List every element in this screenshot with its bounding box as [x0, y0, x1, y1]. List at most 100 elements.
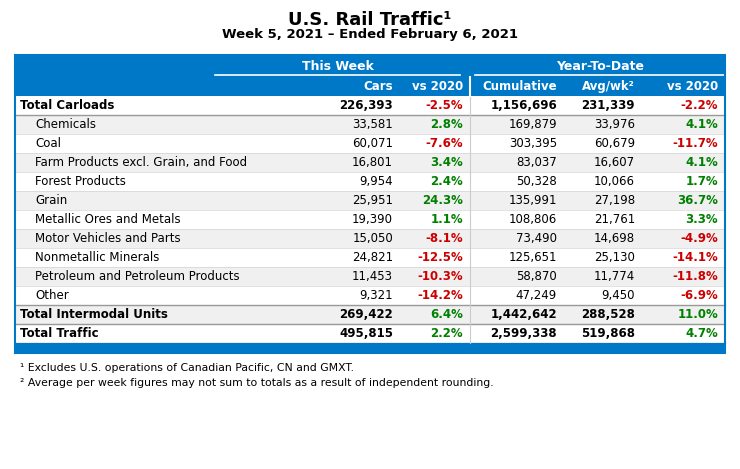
Text: 1.7%: 1.7%	[685, 175, 718, 188]
Text: 288,528: 288,528	[581, 308, 635, 321]
Text: 269,422: 269,422	[339, 308, 393, 321]
Bar	[15, 153, 725, 172]
Bar	[15, 305, 725, 324]
Text: 11.0%: 11.0%	[677, 308, 718, 321]
Bar	[15, 191, 725, 210]
Text: -14.1%: -14.1%	[672, 251, 718, 264]
Text: 33,976: 33,976	[594, 118, 635, 131]
Text: Avg/wk²: Avg/wk²	[582, 80, 635, 93]
Text: 4.1%: 4.1%	[685, 156, 718, 169]
Text: -4.9%: -4.9%	[680, 232, 718, 245]
Text: 47,249: 47,249	[516, 289, 557, 302]
Text: Year-To-Date: Year-To-Date	[556, 60, 644, 73]
Bar	[15, 210, 725, 229]
Text: Other: Other	[35, 289, 69, 302]
Text: 58,870: 58,870	[517, 270, 557, 283]
Text: 519,868: 519,868	[581, 327, 635, 340]
Text: 16,607: 16,607	[594, 156, 635, 169]
Text: 10,066: 10,066	[594, 175, 635, 188]
Bar	[15, 324, 725, 343]
Text: 24,821: 24,821	[352, 251, 393, 264]
Text: 495,815: 495,815	[339, 327, 393, 340]
Bar	[15, 77, 725, 96]
Bar	[15, 229, 725, 248]
Text: 27,198: 27,198	[594, 194, 635, 207]
Text: 60,679: 60,679	[594, 137, 635, 150]
Text: 9,321: 9,321	[360, 289, 393, 302]
Text: 2,599,338: 2,599,338	[491, 327, 557, 340]
Bar	[15, 267, 725, 286]
Text: 83,037: 83,037	[517, 156, 557, 169]
Bar	[15, 96, 725, 115]
Text: 3.4%: 3.4%	[430, 156, 463, 169]
Text: 24.3%: 24.3%	[422, 194, 463, 207]
Text: 169,879: 169,879	[508, 118, 557, 131]
Text: Total Carloads: Total Carloads	[20, 99, 115, 112]
Text: 16,801: 16,801	[352, 156, 393, 169]
Text: Nonmetallic Minerals: Nonmetallic Minerals	[35, 251, 159, 264]
Bar	[15, 55, 725, 77]
Text: 125,651: 125,651	[508, 251, 557, 264]
Text: ² Average per week figures may not sum to totals as a result of independent roun: ² Average per week figures may not sum t…	[20, 378, 494, 388]
Text: Total Intermodal Units: Total Intermodal Units	[20, 308, 168, 321]
Text: 11,774: 11,774	[593, 270, 635, 283]
Text: 4.7%: 4.7%	[685, 327, 718, 340]
Text: 1,156,696: 1,156,696	[491, 99, 557, 112]
Text: -8.1%: -8.1%	[425, 232, 463, 245]
Bar	[15, 248, 725, 267]
Text: Farm Products excl. Grain, and Food: Farm Products excl. Grain, and Food	[35, 156, 247, 169]
Text: 2.2%: 2.2%	[431, 327, 463, 340]
Text: 1,442,642: 1,442,642	[491, 308, 557, 321]
Text: 14,698: 14,698	[594, 232, 635, 245]
Text: 11,453: 11,453	[352, 270, 393, 283]
Text: -7.6%: -7.6%	[425, 137, 463, 150]
Text: 6.4%: 6.4%	[430, 308, 463, 321]
Text: -11.8%: -11.8%	[672, 270, 718, 283]
Text: -11.7%: -11.7%	[673, 137, 718, 150]
Text: This Week: This Week	[302, 60, 374, 73]
Bar	[15, 286, 725, 305]
Text: vs 2020: vs 2020	[667, 80, 718, 93]
Text: -14.2%: -14.2%	[417, 289, 463, 302]
Text: 73,490: 73,490	[516, 232, 557, 245]
Text: 231,339: 231,339	[582, 99, 635, 112]
Text: Chemicals: Chemicals	[35, 118, 96, 131]
Text: -12.5%: -12.5%	[417, 251, 463, 264]
Text: 2.4%: 2.4%	[430, 175, 463, 188]
Bar	[15, 115, 725, 134]
Text: 60,071: 60,071	[352, 137, 393, 150]
Text: 21,761: 21,761	[593, 213, 635, 226]
Text: U.S. Rail Traffic¹: U.S. Rail Traffic¹	[289, 11, 451, 29]
Text: Coal: Coal	[35, 137, 61, 150]
Text: 50,328: 50,328	[517, 175, 557, 188]
Bar	[15, 343, 725, 353]
Text: Week 5, 2021 – Ended February 6, 2021: Week 5, 2021 – Ended February 6, 2021	[222, 28, 518, 41]
Text: 25,951: 25,951	[352, 194, 393, 207]
Bar	[15, 172, 725, 191]
Text: Cars: Cars	[363, 80, 393, 93]
Text: 9,450: 9,450	[602, 289, 635, 302]
Text: 1.1%: 1.1%	[431, 213, 463, 226]
Text: Cumulative: Cumulative	[482, 80, 557, 93]
Text: 2.8%: 2.8%	[430, 118, 463, 131]
Text: vs 2020: vs 2020	[411, 80, 463, 93]
Text: 4.1%: 4.1%	[685, 118, 718, 131]
Bar	[15, 134, 725, 153]
Text: 36.7%: 36.7%	[677, 194, 718, 207]
Text: 108,806: 108,806	[509, 213, 557, 226]
Text: 33,581: 33,581	[352, 118, 393, 131]
Text: Forest Products: Forest Products	[35, 175, 126, 188]
Text: Petroleum and Petroleum Products: Petroleum and Petroleum Products	[35, 270, 240, 283]
Text: 25,130: 25,130	[594, 251, 635, 264]
Text: Motor Vehicles and Parts: Motor Vehicles and Parts	[35, 232, 181, 245]
Text: 9,954: 9,954	[360, 175, 393, 188]
Text: 19,390: 19,390	[352, 213, 393, 226]
Text: -6.9%: -6.9%	[680, 289, 718, 302]
Text: 226,393: 226,393	[340, 99, 393, 112]
Bar	[15, 55, 725, 353]
Text: Metallic Ores and Metals: Metallic Ores and Metals	[35, 213, 181, 226]
Text: -10.3%: -10.3%	[417, 270, 463, 283]
Text: Grain: Grain	[35, 194, 67, 207]
Text: 303,395: 303,395	[509, 137, 557, 150]
Text: 15,050: 15,050	[352, 232, 393, 245]
